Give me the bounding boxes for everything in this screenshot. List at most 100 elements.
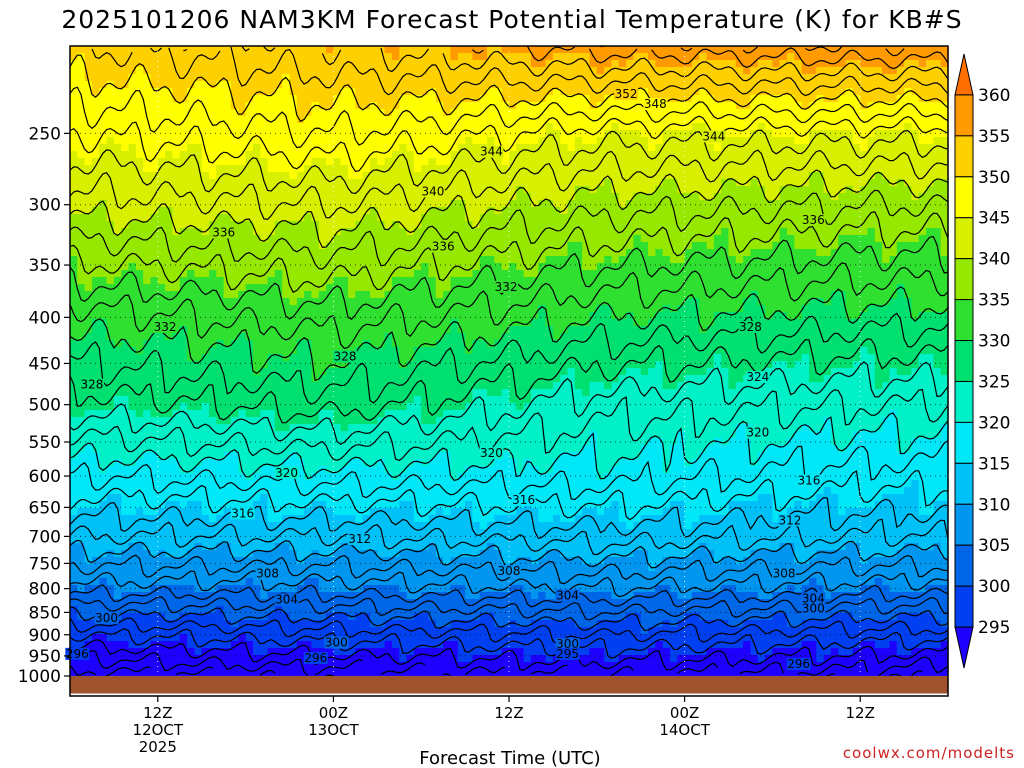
theta-cell: [516, 256, 525, 264]
theta-cell: [860, 81, 869, 89]
theta-cell: [874, 305, 883, 313]
theta-cell: [135, 81, 144, 89]
theta-cell: [589, 256, 598, 264]
theta-cell: [589, 95, 598, 103]
theta-cell: [896, 137, 905, 145]
theta-cell: [84, 228, 93, 236]
theta-cell: [904, 74, 913, 82]
theta-cell: [179, 123, 188, 131]
theta-cell: [391, 284, 400, 292]
theta-cell: [333, 186, 342, 194]
theta-cell: [838, 305, 847, 313]
theta-cell: [457, 263, 466, 271]
theta-cell: [882, 158, 891, 166]
theta-cell: [113, 270, 122, 278]
theta-cell: [896, 298, 905, 306]
theta-cell: [765, 228, 773, 236]
theta-cell: [757, 137, 766, 145]
theta-cell: [867, 263, 876, 271]
theta-cell: [904, 123, 913, 131]
theta-cell: [838, 158, 847, 166]
theta-cell: [765, 95, 773, 103]
theta-cell: [230, 151, 239, 159]
theta-cell: [699, 207, 708, 215]
theta-cell: [911, 235, 920, 243]
theta-cell: [728, 270, 737, 278]
theta-cell: [348, 249, 356, 257]
theta-cell: [209, 291, 217, 299]
theta-cell: [538, 193, 547, 201]
theta-cell: [911, 137, 920, 145]
theta-cell: [596, 116, 605, 124]
theta-cell: [845, 67, 854, 75]
theta-cell: [289, 228, 298, 236]
theta-cell: [450, 109, 459, 117]
theta-cell: [472, 319, 481, 327]
theta-cell: [326, 60, 334, 68]
theta-cell: [318, 102, 327, 110]
theta-cell: [194, 319, 203, 327]
theta-cell: [450, 291, 459, 299]
theta-cell: [845, 249, 854, 257]
theta-cell: [428, 102, 437, 110]
theta-cell: [655, 186, 664, 194]
theta-cell: [530, 151, 539, 159]
theta-cell: [501, 235, 510, 243]
theta-cell: [245, 263, 254, 271]
theta-cell: [911, 165, 920, 173]
theta-cell: [260, 81, 269, 89]
theta-cell: [128, 81, 137, 89]
theta-cell: [216, 249, 225, 257]
theta-cell: [808, 291, 817, 299]
theta-cell: [435, 326, 444, 334]
theta-cell: [348, 109, 356, 117]
theta-cell: [384, 95, 393, 103]
theta-cell: [143, 319, 152, 327]
theta-cell: [428, 158, 437, 166]
theta-cell: [713, 284, 722, 292]
theta-cell: [852, 326, 861, 334]
theta-cell: [340, 102, 349, 110]
theta-cell: [545, 319, 554, 327]
theta-cell: [911, 221, 920, 229]
theta-cell: [596, 235, 605, 243]
theta-cell: [530, 305, 539, 313]
theta-cell: [84, 158, 93, 166]
theta-cell: [479, 319, 488, 327]
theta-cell: [611, 319, 620, 327]
theta-cell: [377, 277, 386, 285]
theta-cell: [362, 298, 371, 306]
theta-cell: [808, 326, 817, 334]
theta-cell: [574, 284, 583, 292]
theta-cell: [84, 151, 93, 159]
theta-cell: [523, 333, 532, 341]
theta-cell: [157, 74, 166, 82]
theta-cell: [187, 305, 195, 313]
theta-cell: [135, 151, 144, 159]
theta-cell: [545, 305, 554, 313]
theta-cell: [538, 312, 547, 320]
theta-cell: [326, 95, 334, 103]
theta-cell: [377, 326, 386, 334]
theta-cell: [860, 186, 869, 194]
theta-cell: [765, 88, 773, 96]
theta-cell: [860, 291, 869, 299]
theta-cell: [465, 60, 474, 68]
theta-cell: [728, 53, 737, 61]
theta-cell: [779, 277, 788, 285]
theta-cell: [355, 151, 364, 159]
theta-cell: [377, 263, 386, 271]
theta-cell: [509, 291, 517, 299]
theta-cell: [582, 46, 591, 54]
theta-cell: [165, 186, 174, 194]
theta-cell: [443, 88, 452, 96]
theta-cell: [348, 305, 356, 313]
theta-cell: [757, 186, 766, 194]
theta-cell: [252, 158, 261, 166]
theta-cell: [582, 144, 591, 152]
theta-cell: [245, 207, 254, 215]
theta-cell: [362, 179, 371, 187]
theta-cell: [852, 144, 861, 152]
theta-cell: [838, 207, 847, 215]
theta-cell: [479, 116, 488, 124]
